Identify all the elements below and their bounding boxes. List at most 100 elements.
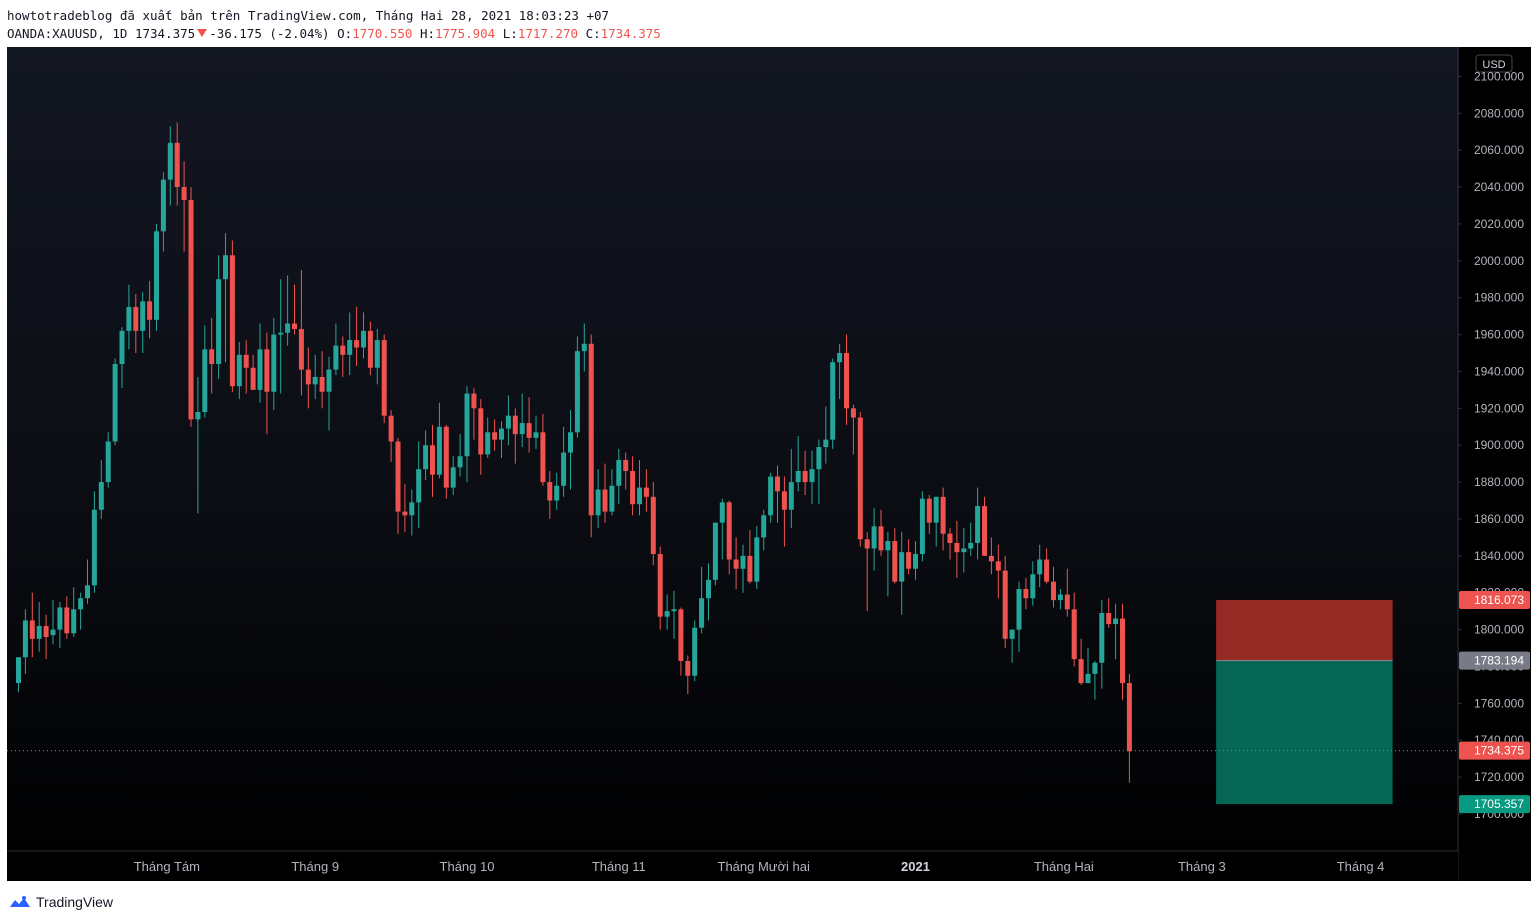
candle-body: [712, 522, 718, 580]
candle-body: [402, 511, 408, 516]
candle: [443, 424, 449, 499]
position-tool[interactable]: [1216, 599, 1393, 805]
candle: [961, 528, 967, 573]
candle-body: [443, 426, 449, 488]
candle: [850, 404, 856, 455]
candle-body: [160, 179, 166, 232]
x-tick-label: Tháng 9: [291, 859, 339, 874]
candle: [678, 607, 684, 676]
candlestick-chart[interactable]: USD1700.0001720.0001740.0001760.0001780.…: [7, 47, 1531, 881]
candle: [775, 465, 780, 523]
candle: [519, 393, 525, 448]
candle-body: [1120, 618, 1125, 684]
candle-body: [1009, 629, 1015, 639]
candle-body: [547, 482, 553, 501]
candle: [1044, 548, 1050, 584]
candle: [754, 526, 760, 590]
candle-body: [78, 598, 84, 610]
candle: [795, 435, 801, 492]
y-tick-label: 1800.000: [1474, 623, 1524, 637]
candle-body: [236, 354, 242, 387]
candle-body: [326, 369, 332, 392]
candle: [526, 397, 532, 453]
candle-body: [816, 447, 822, 470]
candle-body: [968, 542, 974, 549]
y-tick-label: 2000.000: [1474, 254, 1524, 268]
candle-body: [913, 553, 918, 569]
candle-body: [574, 351, 580, 433]
candle: [271, 317, 277, 411]
price-axis[interactable]: USD1700.0001720.0001740.0001760.0001780.…: [1457, 47, 1531, 881]
candle-body: [478, 408, 484, 455]
candle: [78, 592, 84, 630]
candle: [871, 507, 877, 571]
candle: [968, 522, 974, 556]
time-axis[interactable]: Tháng Tám Tháng 9 Tháng 10 Tháng 11 Tháng Mư…: [7, 850, 1458, 881]
price-tag: [1459, 590, 1530, 609]
x-tick-label: Tháng 3: [1178, 859, 1226, 874]
candle: [160, 172, 166, 252]
candle: [657, 546, 663, 630]
candle: [188, 187, 194, 427]
price-tag: [1459, 741, 1530, 760]
candle: [554, 472, 560, 510]
candle: [388, 410, 394, 462]
candle: [650, 482, 656, 566]
candle: [381, 334, 387, 424]
y-tick-label: 1860.000: [1474, 512, 1524, 526]
candle: [464, 386, 470, 483]
candle: [119, 327, 125, 389]
candle-body: [29, 620, 35, 639]
candle: [71, 587, 77, 637]
candle-body: [823, 439, 829, 448]
candle-body: [202, 349, 208, 413]
candle-body: [754, 537, 760, 582]
candle-body: [409, 502, 415, 516]
candle: [229, 240, 235, 392]
stop-loss-zone[interactable]: [1216, 599, 1393, 661]
ohlc-legend: OANDA:XAUUSD, 1D 1734.375 -36.175 (-2.04%…: [7, 26, 661, 41]
candle: [747, 530, 753, 584]
candle-body: [1126, 683, 1132, 752]
candle-body: [643, 487, 649, 497]
candle: [561, 426, 567, 497]
candle: [209, 317, 215, 394]
candle-body: [664, 611, 670, 617]
candle: [975, 487, 981, 560]
y-tick-label: 1760.000: [1474, 696, 1524, 710]
candle-body: [726, 502, 732, 560]
candle-body: [436, 426, 442, 475]
candle: [568, 410, 573, 490]
candle: [85, 559, 90, 604]
candle-body: [133, 306, 139, 331]
candle-body: [1016, 589, 1022, 630]
candle: [547, 471, 553, 519]
currency-label: USD: [1482, 59, 1505, 71]
tradingview-logo[interactable]: TradingView: [9, 893, 113, 911]
candle-body: [112, 364, 118, 442]
candle-body: [195, 412, 201, 420]
candle-body: [50, 629, 56, 636]
last-price: 1734.375: [134, 26, 196, 41]
currency-box[interactable]: [1475, 54, 1513, 73]
open-label: O:: [337, 26, 353, 41]
candle-body: [312, 376, 318, 385]
candle: [664, 594, 670, 630]
candle-body: [637, 487, 642, 505]
candle: [181, 161, 187, 252]
take-profit-zone[interactable]: [1216, 660, 1393, 805]
chart-area[interactable]: USD1700.0001720.0001740.0001760.0001780.…: [7, 47, 1531, 881]
candle-body: [305, 369, 311, 385]
candle: [892, 528, 898, 584]
candle: [623, 452, 629, 490]
candle-body: [292, 323, 297, 330]
candle: [140, 292, 146, 353]
candle-body: [602, 489, 608, 512]
candle: [768, 472, 774, 523]
candle: [1009, 629, 1015, 663]
candle: [105, 432, 111, 488]
candle: [588, 334, 594, 538]
price-tag-label: 1783.194: [1474, 654, 1524, 668]
candle-body: [919, 498, 925, 554]
candle-body: [650, 496, 656, 554]
